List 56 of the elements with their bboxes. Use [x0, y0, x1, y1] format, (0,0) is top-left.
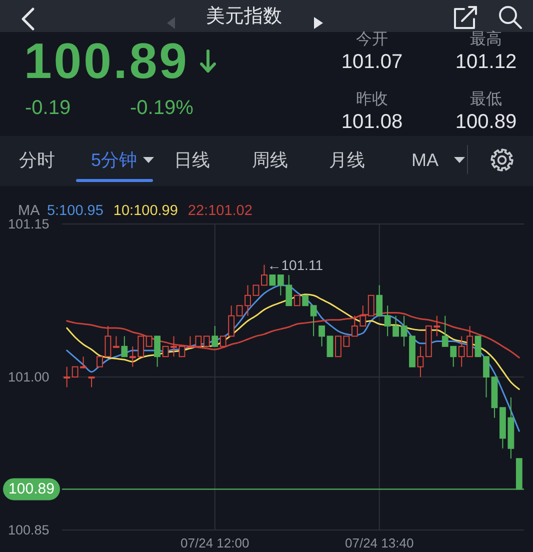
candlestick [121, 336, 128, 358]
candlestick [88, 376, 95, 388]
candlestick [326, 336, 334, 358]
text: 101.07 [341, 51, 403, 73]
candlestick [146, 336, 152, 347]
text: -0.19 [25, 97, 71, 119]
chart-title: 美元指数 [206, 5, 282, 27]
text: 5分钟 [90, 150, 138, 170]
candlestick [178, 346, 186, 358]
y-tick-label: 100.85 [8, 522, 50, 538]
candlestick [112, 336, 120, 348]
candlestick [252, 284, 260, 296]
text: 10:100.99 [113, 203, 178, 219]
candlestick [302, 294, 309, 306]
text: 5:100.95 [46, 203, 104, 219]
text: 分时 [19, 150, 55, 170]
text: 今开 [356, 31, 388, 48]
candlestick [483, 356, 490, 398]
y-tick-label: 101.15 [8, 216, 50, 232]
candlestick [154, 336, 161, 368]
candlestick [318, 326, 325, 347]
candlestick [261, 264, 268, 286]
text: 101.08 [341, 111, 403, 133]
text: 周线 [252, 150, 288, 170]
candlestick [310, 305, 317, 337]
candlestick [64, 366, 70, 388]
x-tick-label: 07/24 13:40 [345, 536, 414, 550]
x-tick-label: 07/24 12:00 [180, 536, 250, 550]
legend-title: MA [18, 203, 40, 219]
candlestick [212, 326, 218, 347]
ref-line-label: 100.89 [8, 480, 54, 498]
text: 日线 [174, 150, 210, 170]
text: 最高 [470, 30, 502, 48]
candlestick [104, 326, 112, 358]
text: -0.19% [130, 97, 194, 119]
candlestick [294, 294, 300, 306]
text: 22:101.02 [188, 203, 252, 219]
candlestick [400, 315, 408, 347]
candlestick [203, 336, 210, 347]
y-tick-label: 101.00 [8, 370, 50, 384]
candlestick [170, 336, 177, 358]
candlestick [474, 336, 482, 358]
candlestick [269, 274, 276, 286]
candlestick [96, 356, 103, 368]
annotation: ←101.11 [267, 256, 324, 273]
text: 100.89 [455, 111, 517, 133]
text: 最低 [470, 91, 502, 108]
text: 月线 [329, 150, 365, 170]
text: MA [412, 150, 438, 170]
candlestick [162, 346, 169, 358]
text: 101.12 [455, 51, 517, 73]
candlestick [417, 346, 424, 378]
text: 100.89 [24, 33, 189, 89]
text: 昨收 [356, 91, 388, 108]
candlestick [368, 294, 374, 316]
candlestick [376, 284, 383, 316]
